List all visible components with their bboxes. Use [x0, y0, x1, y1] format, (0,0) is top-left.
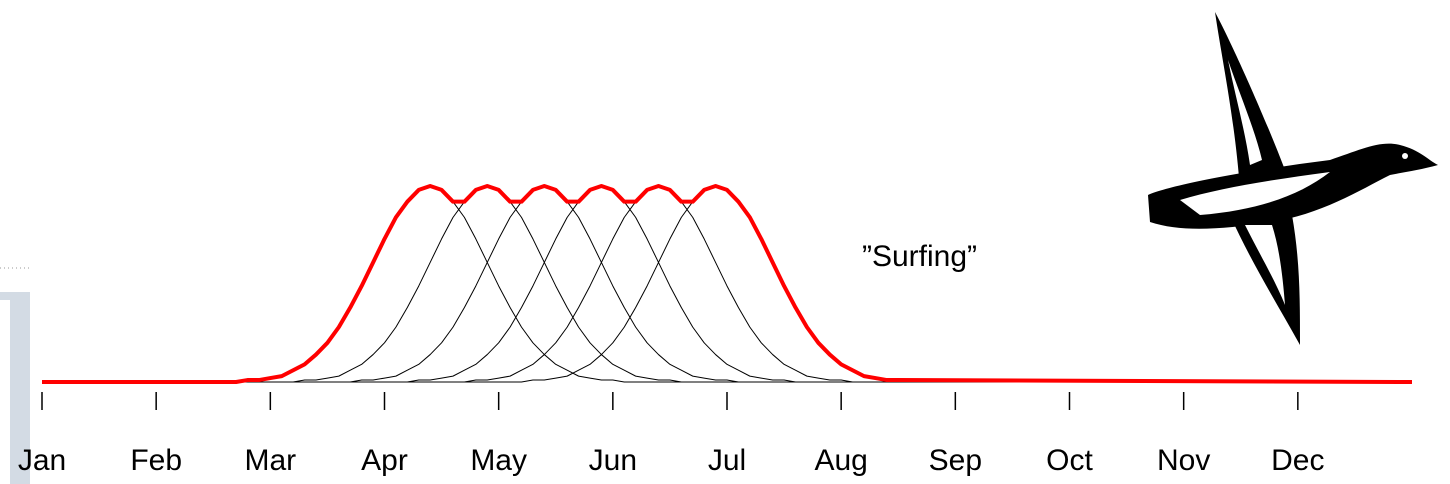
x-tick-label: Mar: [244, 444, 296, 477]
x-tick-label: Oct: [1046, 444, 1093, 477]
x-tick-label: Apr: [361, 444, 408, 477]
x-tick-label: Feb: [130, 444, 182, 477]
x-tick-label: Jan: [18, 444, 66, 477]
series-line: [42, 184, 1413, 384]
annotation: ”Surfing”: [862, 240, 977, 273]
x-tick-label: Jun: [589, 444, 637, 477]
side-panel-inner: [0, 300, 10, 484]
duck-illustration: [1148, 12, 1438, 345]
x-tick-label: Nov: [1157, 444, 1210, 477]
x-tick-label: May: [470, 444, 527, 477]
x-tick-label: Dec: [1271, 444, 1324, 477]
x-tick-label: Jul: [708, 444, 746, 477]
x-tick-label: Aug: [814, 444, 867, 477]
x-tick-label: Sep: [929, 444, 982, 477]
